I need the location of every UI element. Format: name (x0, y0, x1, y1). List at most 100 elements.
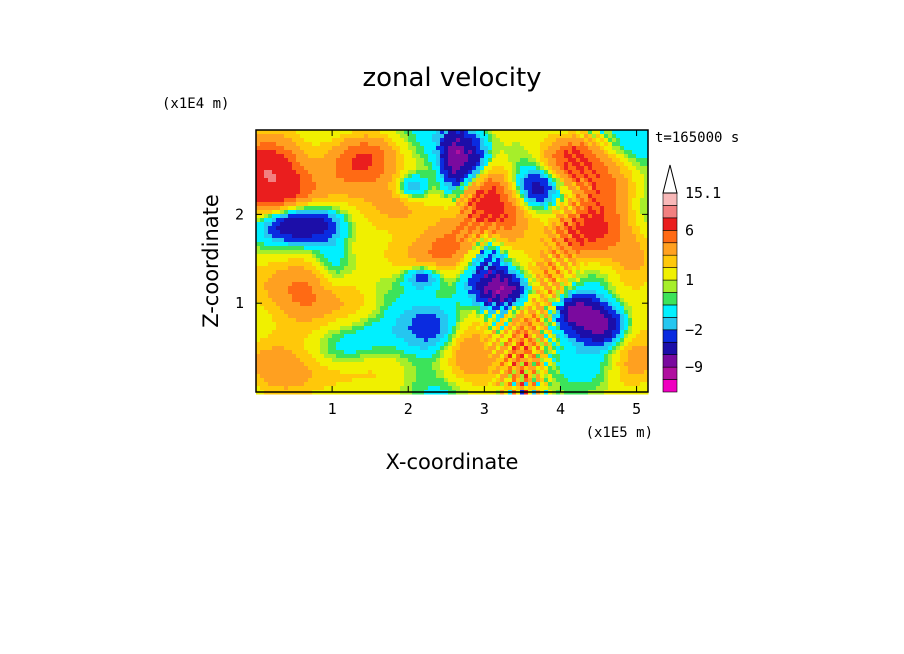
field-cell (548, 310, 553, 315)
field-cell (280, 242, 285, 247)
field-cell (296, 162, 301, 167)
field-cell (600, 210, 605, 215)
field-cell (436, 318, 441, 323)
field-cell (536, 190, 541, 195)
field-cell (320, 134, 325, 139)
field-cell (516, 302, 521, 307)
field-cell (604, 202, 609, 207)
field-cell (308, 254, 313, 259)
field-cell (436, 258, 441, 263)
field-cell (280, 294, 285, 299)
field-cell (628, 146, 633, 151)
field-cell (312, 318, 317, 323)
field-cell (636, 214, 641, 219)
field-cell (392, 318, 397, 323)
field-cell (296, 150, 301, 155)
field-cell (628, 262, 633, 267)
field-cell (536, 302, 541, 307)
field-cell (444, 330, 449, 335)
field-cell (292, 262, 297, 267)
field-cell (600, 234, 605, 239)
field-cell (348, 230, 353, 235)
field-cell (544, 226, 549, 231)
field-cell (516, 330, 521, 335)
field-cell (496, 266, 501, 271)
field-cell (360, 158, 365, 163)
field-cell (540, 166, 545, 171)
field-cell (472, 258, 477, 263)
field-cell (536, 214, 541, 219)
field-cell (604, 182, 609, 187)
field-cell (640, 250, 645, 255)
field-cell (312, 202, 317, 207)
field-cell (644, 130, 649, 135)
field-cell (260, 234, 265, 239)
field-cell (312, 278, 317, 283)
field-cell (540, 222, 545, 227)
field-cell (392, 242, 397, 247)
field-cell (300, 234, 305, 239)
field-cell (388, 162, 393, 167)
field-cell (476, 298, 481, 303)
field-cell (424, 286, 429, 291)
field-cell (404, 218, 409, 223)
field-cell (424, 202, 429, 207)
field-cell (476, 186, 481, 191)
field-cell (484, 158, 489, 163)
field-cell (588, 158, 593, 163)
field-cell (572, 202, 577, 207)
field-cell (420, 226, 425, 231)
field-cell (520, 198, 525, 203)
field-cell (428, 198, 433, 203)
field-cell (576, 194, 581, 199)
field-cell (432, 178, 437, 183)
field-cell (460, 230, 465, 235)
field-cell (536, 154, 541, 159)
field-cell (544, 170, 549, 175)
field-cell (456, 262, 461, 267)
field-cell (432, 206, 437, 211)
field-cell (460, 214, 465, 219)
field-cell (432, 330, 437, 335)
field-cell (356, 182, 361, 187)
field-cell (588, 318, 593, 323)
field-cell (256, 182, 261, 187)
field-cell (500, 314, 505, 319)
field-cell (396, 174, 401, 179)
field-cell (280, 310, 285, 315)
field-cell (360, 286, 365, 291)
field-cell (352, 326, 357, 331)
field-cell (576, 306, 581, 311)
field-cell (324, 242, 329, 247)
field-cell (400, 302, 405, 307)
field-cell (524, 250, 529, 255)
field-cell (372, 242, 377, 247)
field-cell (612, 226, 617, 231)
field-cell (448, 294, 453, 299)
field-cell (408, 174, 413, 179)
field-cell (344, 318, 349, 323)
field-cell (476, 170, 481, 175)
field-cell (464, 198, 469, 203)
field-cell (516, 138, 521, 143)
field-cell (624, 298, 629, 303)
field-cell (448, 190, 453, 195)
field-cell (568, 294, 573, 299)
field-cell (344, 134, 349, 139)
field-cell (356, 178, 361, 183)
field-cell (368, 294, 373, 299)
field-cell (480, 326, 485, 331)
field-cell (280, 214, 285, 219)
field-cell (440, 138, 445, 143)
field-cell (340, 318, 345, 323)
field-cell (284, 270, 289, 275)
field-cell (408, 154, 413, 159)
field-cell (300, 326, 305, 331)
field-cell (584, 150, 589, 155)
field-cell (292, 202, 297, 207)
field-cell (292, 286, 297, 291)
field-cell (580, 258, 585, 263)
field-cell (612, 166, 617, 171)
field-cell (452, 222, 457, 227)
field-cell (600, 290, 605, 295)
